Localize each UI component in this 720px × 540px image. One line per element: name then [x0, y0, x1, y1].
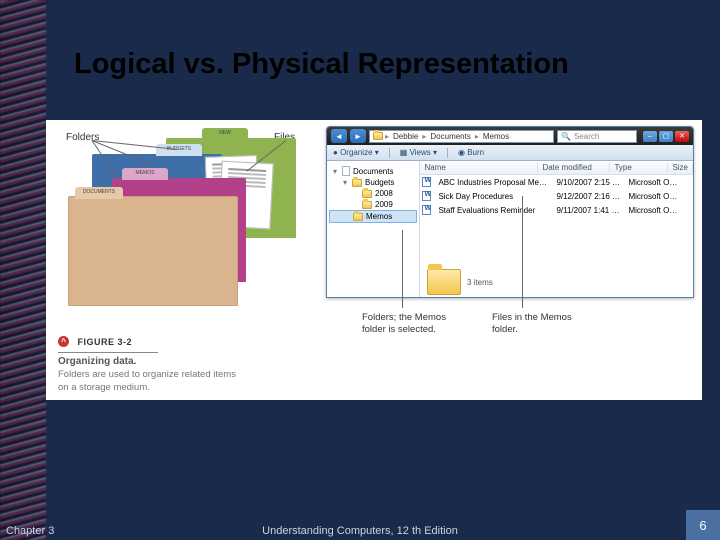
tree-item[interactable]: ▾Documents: [329, 165, 417, 177]
documents-icon: [342, 166, 350, 176]
figure-rule: [58, 352, 158, 353]
breadcrumb-item[interactable]: Debbie: [391, 132, 420, 141]
folder-icon: [352, 179, 362, 187]
col-date[interactable]: Date modified: [538, 163, 610, 172]
footer-pagenum: 6: [686, 510, 720, 540]
explorer-window: ◄ ► ▸ Debbie ▸ Documents ▸ Memos 🔍 Searc…: [326, 126, 694, 298]
tree-item[interactable]: ▾Budgets: [329, 177, 417, 188]
slide-title: Logical vs. Physical Representation: [74, 48, 569, 81]
window-controls: – ▢ ✕: [643, 131, 689, 142]
search-icon: 🔍: [561, 132, 571, 141]
figure-number: FIGURE 3-2: [77, 337, 132, 347]
folder-icon: [362, 201, 372, 209]
list-row[interactable]: ABC Industries Proposal Memo 9/10/2007 2…: [420, 175, 693, 189]
explorer-body: ▾Documents ▾Budgets 2008 2009 Memos Name…: [327, 161, 693, 297]
folder-icon: [362, 190, 372, 198]
word-icon: [422, 205, 431, 215]
callout-line: [402, 230, 403, 308]
breadcrumb-item[interactable]: Memos: [481, 132, 511, 141]
col-size[interactable]: Size: [668, 163, 693, 172]
nav-back-button[interactable]: ◄: [331, 129, 347, 143]
status-bar: 3 items: [427, 269, 493, 295]
minimize-button[interactable]: –: [643, 131, 657, 142]
breadcrumb-item[interactable]: Documents: [428, 132, 472, 141]
col-name[interactable]: Name: [420, 163, 538, 172]
search-placeholder: Search: [574, 132, 599, 141]
figure-caption: ^ FIGURE 3-2 Organizing data. Folders ar…: [58, 332, 238, 394]
tree-item[interactable]: 2009: [329, 199, 417, 210]
folder-icon: [353, 213, 363, 221]
close-button[interactable]: ✕: [675, 131, 689, 142]
list-row[interactable]: Sick Day Procedures 9/12/2007 2:16 PM Mi…: [420, 189, 693, 203]
folder-tab-blue: BUDGETS: [156, 144, 202, 156]
folder-tab-green: NEW: [202, 128, 248, 140]
explorer-titlebar: ◄ ► ▸ Debbie ▸ Documents ▸ Memos 🔍 Searc…: [327, 127, 693, 145]
callout-line: [522, 196, 523, 308]
figure-description: Folders are used to organize related ite…: [58, 369, 238, 394]
folder-tree: ▾Documents ▾Budgets 2008 2009 Memos: [327, 161, 420, 297]
toolbar-burn[interactable]: ◉ Burn: [458, 148, 484, 157]
list-row[interactable]: Staff Evaluations Reminder 9/11/2007 1:4…: [420, 203, 693, 217]
folder-tab-tan: DOCUMENTS: [75, 187, 123, 199]
footer-book: Understanding Computers, 12 th Edition: [0, 525, 720, 537]
big-folder-icon: [427, 269, 461, 295]
side-decoration: [0, 0, 46, 540]
figure-marker-icon: ^: [58, 336, 69, 347]
toolbar-organize[interactable]: ● Organize ▾: [333, 148, 379, 157]
figure-title: Organizing data.: [58, 356, 238, 367]
content-panel: Folders Files NEW BUDGETS MEMOS DOCUMENT…: [46, 120, 702, 400]
toolbar-views[interactable]: ▦ Views ▾: [400, 148, 437, 157]
word-icon: [422, 191, 431, 201]
list-header: Name Date modified Type Size: [420, 161, 693, 175]
folder-tab-magenta: MEMOS: [122, 168, 168, 180]
maximize-button[interactable]: ▢: [659, 131, 673, 142]
nav-forward-button[interactable]: ►: [350, 129, 366, 143]
status-text: 3 items: [467, 278, 493, 287]
slide-footer: Chapter 3 Understanding Computers, 12 th…: [0, 522, 720, 540]
tree-item[interactable]: 2008: [329, 188, 417, 199]
tree-item-selected[interactable]: Memos: [329, 210, 417, 223]
callout-folders: Folders; the Memos folder is selected.: [362, 312, 472, 336]
folder-tan: DOCUMENTS: [68, 196, 238, 306]
explorer-toolbar: ● Organize ▾ ▦ Views ▾ ◉ Burn: [327, 145, 693, 161]
file-list: Name Date modified Type Size ABC Industr…: [420, 161, 693, 297]
col-type[interactable]: Type: [610, 163, 668, 172]
address-bar[interactable]: ▸ Debbie ▸ Documents ▸ Memos: [369, 130, 554, 143]
callout-files: Files in the Memos folder.: [492, 312, 582, 336]
search-input[interactable]: 🔍 Search: [557, 130, 637, 143]
folders-illustration: Folders Files NEW BUDGETS MEMOS DOCUMENT…: [56, 128, 312, 314]
folder-icon: [373, 132, 383, 140]
word-icon: [422, 177, 431, 187]
